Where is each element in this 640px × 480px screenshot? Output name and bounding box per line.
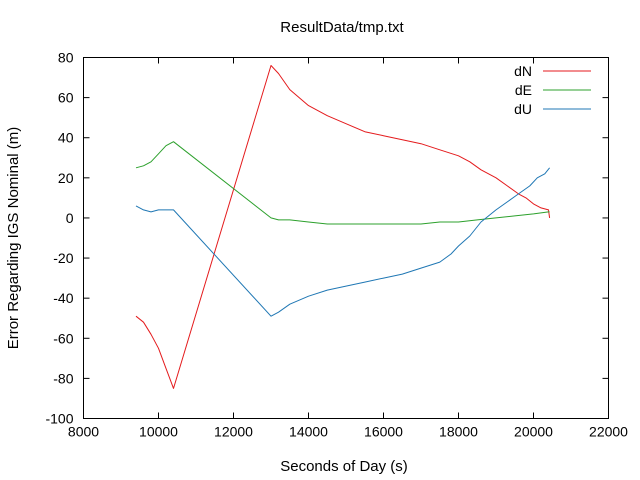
series-line-dU bbox=[135, 167, 550, 317]
x-tick-label: 12000 bbox=[214, 424, 253, 440]
y-tick-label: 40 bbox=[58, 130, 74, 146]
series-line-dN bbox=[135, 65, 551, 389]
y-tick-label: -80 bbox=[53, 370, 73, 386]
series-lines bbox=[135, 65, 551, 389]
plot-frame bbox=[83, 57, 609, 419]
x-tick-label: 8000 bbox=[68, 424, 99, 440]
axis-ticks: 8000 10000 12000 14000 16000 18000 20000 22000 -… bbox=[45, 50, 628, 440]
legend-label-dU: dU bbox=[514, 101, 532, 117]
x-axis-label: Seconds of Day (s) bbox=[280, 458, 408, 475]
x-tick-label: 10000 bbox=[139, 424, 178, 440]
x-tick-label: 18000 bbox=[439, 424, 478, 440]
y-tick-label: -60 bbox=[53, 330, 73, 346]
y-tick-label: 80 bbox=[58, 50, 74, 66]
x-tick-label: 14000 bbox=[289, 424, 328, 440]
y-tick-label: -40 bbox=[53, 290, 73, 306]
y-tick-label: 0 bbox=[66, 210, 74, 226]
x-tick-label: 20000 bbox=[514, 424, 553, 440]
y-axis-label: Error Regarding IGS Nominal (m) bbox=[5, 127, 22, 350]
chart-title: ResultData/tmp.txt bbox=[280, 19, 404, 36]
legend-label-dN: dN bbox=[514, 63, 532, 79]
legend: dN dE dU bbox=[514, 63, 591, 117]
series-line-dE bbox=[135, 141, 550, 225]
x-tick-label: 22000 bbox=[589, 424, 628, 440]
y-tick-label: -100 bbox=[45, 411, 73, 427]
x-tick-label: 16000 bbox=[364, 424, 403, 440]
legend-label-dE: dE bbox=[515, 82, 532, 98]
y-tick-label: 60 bbox=[58, 90, 74, 106]
y-tick-label: 20 bbox=[58, 170, 74, 186]
y-tick-label: -20 bbox=[53, 250, 73, 266]
